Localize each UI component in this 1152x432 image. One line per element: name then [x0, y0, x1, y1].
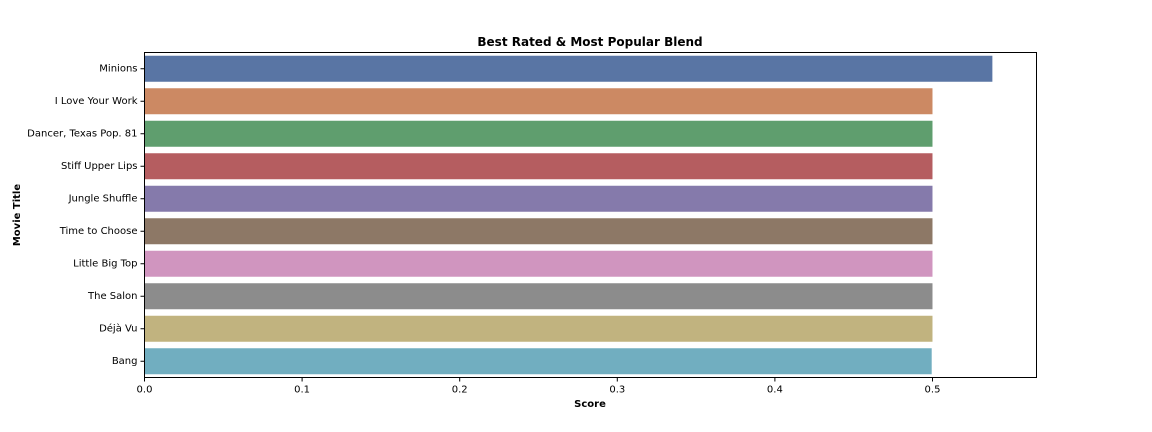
x-tick-label-3: 0.3 [609, 385, 625, 396]
x-tick-label-0: 0.0 [137, 385, 153, 396]
y-tick-label-2: Dancer, Texas Pop. 81 [27, 128, 137, 139]
bar-9 [144, 348, 932, 375]
y-axis-label: Movie Title [12, 184, 23, 246]
y-tick-label-6: Little Big Top [73, 258, 137, 269]
bar-6 [144, 250, 933, 277]
x-axis-label: Score [574, 399, 606, 410]
bar-4 [144, 185, 933, 212]
bar-0 [144, 55, 993, 82]
bar-1 [144, 88, 933, 115]
chart-title: Best Rated & Most Popular Blend [477, 35, 702, 49]
y-ticks-group: Minions I Love Your Work Dancer, Texas Pop… [27, 63, 145, 367]
y-tick-label-3: Stiff Upper Lips [61, 161, 137, 172]
x-ticks-group: 0.0 0.1 0.2 0.3 0.4 0.5 [137, 377, 941, 396]
y-tick-label-1: I Love Your Work [55, 96, 138, 107]
plot-frame [144, 52, 1037, 378]
bar-3 [144, 153, 933, 180]
bar-7 [144, 283, 933, 310]
x-tick-label-1: 0.1 [294, 385, 310, 396]
bar-5 [144, 218, 933, 245]
x-tick-label-4: 0.4 [767, 385, 783, 396]
y-tick-label-8: Déjà Vu [99, 322, 137, 334]
y-tick-label-9: Bang [112, 356, 138, 367]
y-tick-label-7: The Salon [87, 291, 138, 302]
bars-group [144, 55, 993, 375]
y-tick-label-0: Minions [99, 63, 137, 74]
bar-2 [144, 120, 933, 147]
x-tick-label-5: 0.5 [925, 385, 941, 396]
y-tick-label-4: Jungle Shuffle [68, 193, 138, 204]
y-tick-label-5: Time to Choose [59, 226, 138, 237]
bar-8 [144, 315, 933, 342]
x-tick-label-2: 0.2 [452, 385, 468, 396]
